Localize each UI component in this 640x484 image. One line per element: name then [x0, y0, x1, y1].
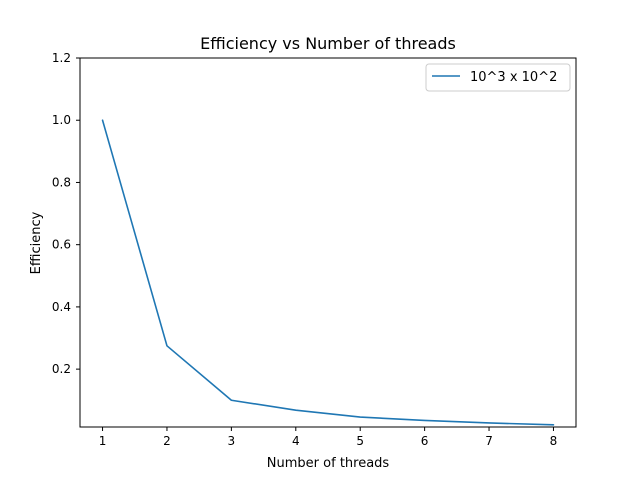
legend-box: [425, 63, 571, 92]
y-tick-label: 0.8: [52, 175, 71, 189]
y-tick-label: 0.6: [52, 238, 71, 252]
plot-area-frame: [79, 57, 577, 428]
x-tick-label: 8: [550, 434, 558, 448]
chart-title: Efficiency vs Number of threads: [200, 34, 456, 53]
x-tick-label: 7: [485, 434, 493, 448]
x-tick-label: 6: [421, 434, 429, 448]
x-tick-label: 3: [228, 434, 236, 448]
y-tick-label: 0.2: [52, 362, 71, 376]
y-axis-label: Efficiency: [29, 211, 44, 274]
y-tick-label: 0.4: [52, 300, 71, 314]
x-axis-label: Number of threads: [267, 456, 390, 471]
x-tick-label: 2: [163, 434, 171, 448]
series-line-0: [101, 119, 555, 426]
x-tick-label: 1: [99, 434, 107, 448]
legend: 10^3 x 10^2: [425, 63, 571, 92]
y-tick-label: 1.0: [52, 113, 71, 127]
x-tick-label: 5: [356, 434, 364, 448]
legend-label: 10^3 x 10^2: [470, 70, 557, 85]
x-tick-label: 4: [292, 434, 300, 448]
y-tick-label: 1.2: [52, 51, 71, 65]
x-axis-ticks: 1 2 3 4 5 6 7 8: [99, 427, 558, 448]
y-axis-ticks: 0.2 0.4 0.6 0.8 1.0 1.2: [52, 51, 80, 376]
series-layer: [101, 119, 555, 426]
